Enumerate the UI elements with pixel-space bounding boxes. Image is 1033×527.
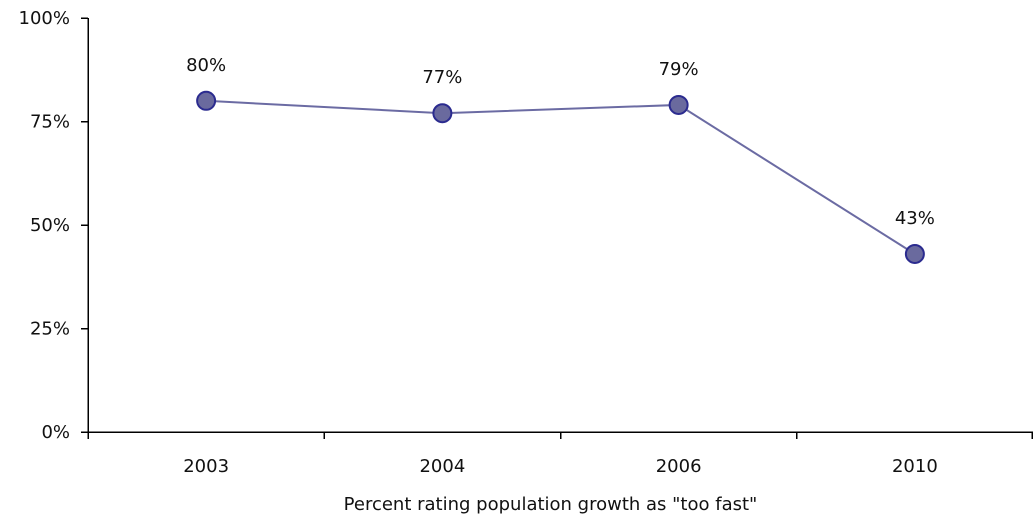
series-layer: 80% 77% 79% 43% <box>186 55 935 264</box>
data-label: 43% <box>895 208 935 229</box>
data-label: 77% <box>422 67 462 88</box>
y-tick-label: 100% <box>19 8 70 29</box>
series-line <box>206 99 916 255</box>
x-axis-title: Percent rating population growth as "too… <box>344 494 758 515</box>
y-tick-label: 50% <box>30 215 70 236</box>
data-point <box>196 90 217 111</box>
data-point <box>904 243 925 264</box>
y-axis: 0% 25% 50% 75% 100% <box>19 8 89 443</box>
data-label: 80% <box>186 55 226 76</box>
x-tick-label: 2004 <box>419 456 465 477</box>
x-tick-label: 2003 <box>183 456 229 477</box>
data-label: 79% <box>659 59 699 80</box>
data-point <box>432 103 453 124</box>
y-tick-label: 25% <box>30 319 70 340</box>
x-tick-label: 2010 <box>892 456 938 477</box>
y-tick-label: 75% <box>30 112 70 133</box>
y-tick-label: 0% <box>41 422 70 443</box>
x-axis: 2003 2004 2006 2010 <box>87 431 1033 477</box>
data-point <box>668 94 689 115</box>
x-tick-label: 2006 <box>656 456 702 477</box>
